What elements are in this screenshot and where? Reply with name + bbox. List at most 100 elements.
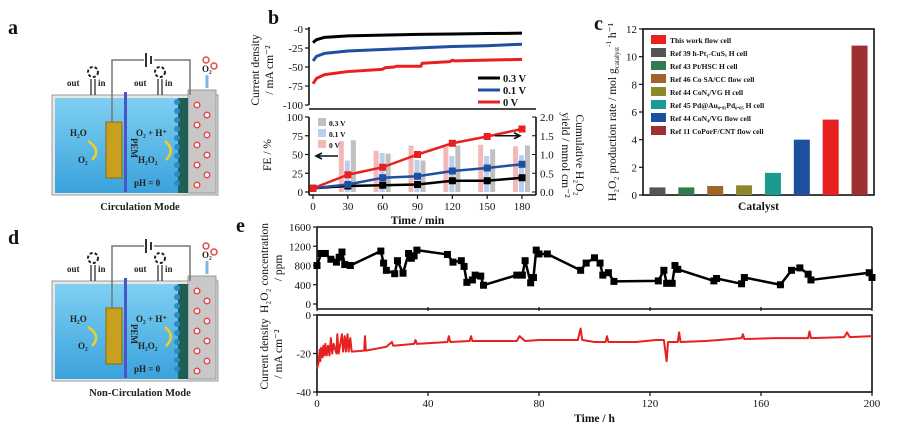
cathode-bubble: [174, 135, 180, 141]
pem-membrane: [124, 92, 127, 192]
concentration-marker: [671, 262, 679, 269]
x-tick-label: 150: [479, 201, 496, 213]
o2-bubble: [210, 62, 218, 70]
legend-swatch: [651, 113, 666, 122]
concentration-marker: [463, 278, 471, 286]
o2-bubble: [203, 357, 211, 365]
o2-bubble: [193, 287, 201, 295]
flow-arrows: [90, 79, 96, 95]
y-tick-label: 0: [298, 187, 304, 199]
x-axis-label: Time / h: [574, 413, 615, 425]
cathode-bubble: [174, 366, 180, 372]
o2-bubble: [193, 347, 201, 355]
legend-swatch: [651, 126, 666, 135]
concentration-marker: [471, 271, 479, 279]
legend-swatch: [651, 48, 666, 57]
concentration-marker: [480, 281, 487, 289]
y-tick-label: 6: [632, 107, 638, 119]
pump-icon: [87, 252, 99, 264]
concentration-marker: [380, 259, 388, 267]
cathode-bubble: [174, 303, 180, 309]
flow-arrows: [90, 265, 96, 281]
legend-swatch: [651, 61, 666, 70]
concentration-marker: [457, 257, 465, 265]
ph-label: pH = 0: [134, 178, 161, 188]
chart-e-concentration: 0 400 800 1200 1600 H₂O₂ concentration / ppm: [259, 222, 876, 313]
bar-Ref-39: [649, 187, 666, 195]
concentration-marker: [582, 259, 590, 267]
x-tick-label: 0: [314, 398, 320, 410]
legend-swatch: [318, 140, 326, 148]
y-tick-label: 12: [626, 24, 637, 36]
legend-label: 0.1 V: [503, 86, 527, 97]
cathode-bubble: [174, 108, 180, 114]
concentration-marker: [327, 255, 335, 263]
o2-bubble: [202, 242, 210, 250]
concentration-marker: [321, 249, 329, 257]
chart-b-current-density: -0 -25 -50 -75 -100 Current density / mA cm⁻² 0…: [250, 24, 527, 112]
left-axis-arrow: [314, 152, 338, 160]
y-axis-unit: / mA cm⁻²: [273, 329, 285, 379]
legend-swatch: [651, 87, 666, 96]
legend-swatch: [651, 35, 666, 44]
reaction-arrow: [87, 139, 98, 161]
yield-marker: [414, 151, 421, 158]
legend-label: Ref 44 CoN₄/VG H cell: [670, 88, 743, 97]
concentration-marker: [413, 246, 421, 254]
o2-bubble: [193, 327, 201, 335]
concentration-marker: [317, 249, 325, 257]
yield-marker: [379, 174, 387, 182]
y2-axis-label: Cumulative H₂O₂: [573, 114, 585, 195]
yield-marker: [379, 163, 387, 171]
schematic-non-circulation-mode: O₂ PEM out in out in H₂O O₂ O₂ + H⁺ H₂O₂ pH = 0 Non…: [51, 239, 219, 399]
concentration-marker: [377, 247, 385, 255]
cathode: [178, 284, 188, 379]
o2-bubble: [193, 367, 201, 375]
series-line-0.3V: [312, 31, 523, 44]
legend-label: 0.3 V: [329, 119, 346, 128]
y-axis-unit: / mA cm⁻²: [264, 45, 276, 95]
concentration-marker: [532, 246, 540, 254]
y2-axis-unit: yield / mmol cm⁻²: [559, 112, 571, 198]
concentration-marker: [405, 249, 413, 257]
o2-bubble: [203, 317, 211, 325]
inlet-label: in: [165, 264, 173, 274]
concentration-marker: [599, 271, 607, 279]
cathode-bubble: [174, 99, 180, 105]
concentration-marker: [663, 279, 671, 287]
y-label-main: H₂O₂ production rate / mol g: [607, 68, 619, 201]
y-tick-label: -0: [294, 24, 304, 36]
y-label-sup: -1: [605, 41, 613, 47]
y2-tick-label: 1.0: [540, 150, 554, 162]
yield-marker: [483, 133, 491, 140]
y-tick-label: 0: [306, 299, 312, 311]
gas-chamber: [187, 275, 217, 380]
concentration-marker: [654, 277, 662, 285]
concentration-marker: [529, 274, 537, 282]
outlet-label: out: [67, 264, 80, 274]
concentration-marker: [335, 253, 343, 261]
x-tick-label: 90: [412, 201, 424, 213]
outlet-label: out: [67, 78, 80, 88]
y-tick-label: 50: [292, 150, 304, 162]
legend-label: 0.1 V: [329, 130, 346, 139]
pem-membrane: [124, 278, 127, 378]
x-tick-label: 40: [423, 398, 435, 410]
current-density-line: [316, 327, 873, 370]
concentration-marker: [577, 266, 585, 274]
y-tick-label: -25: [288, 43, 303, 55]
y-tick-label: 10: [626, 52, 638, 64]
o2-bubble: [202, 56, 210, 64]
y-tick-label: 0: [306, 310, 312, 322]
panel-label-c: c: [594, 13, 603, 35]
legend-swatch: [651, 100, 666, 109]
concentration-marker: [477, 272, 485, 280]
concentration-marker: [807, 276, 815, 284]
pump-icon: [154, 252, 166, 264]
bar-Ref-44-flow-cell: [793, 139, 810, 195]
legend-swatch: [651, 74, 666, 83]
anode: [105, 307, 123, 365]
o2-bubble: [193, 101, 201, 109]
y-label-sub: catalyst: [613, 47, 621, 68]
legend-label: Ref 39 h-Pt₁-CuSₓ H cell: [670, 49, 747, 58]
